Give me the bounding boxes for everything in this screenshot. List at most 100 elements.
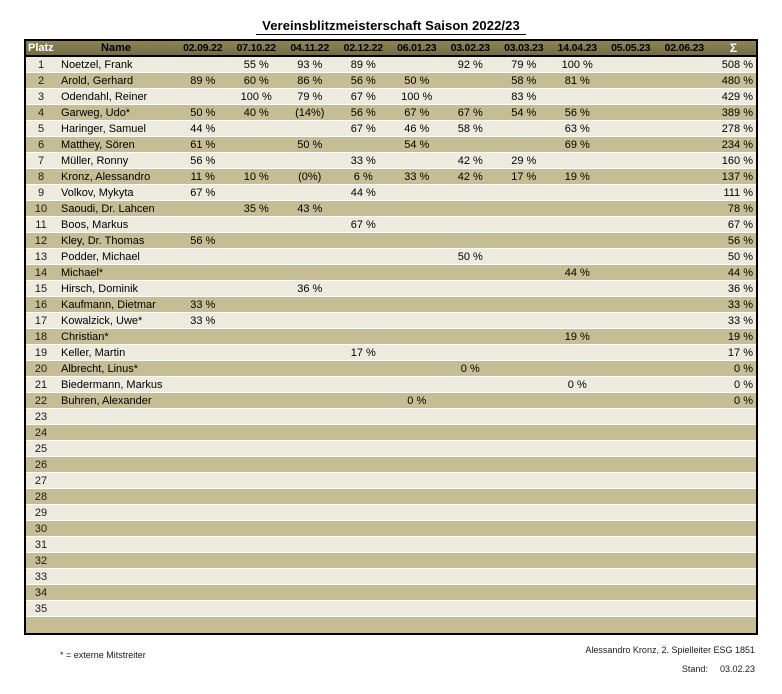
cell-result-6: 54 %	[511, 106, 537, 119]
cell-result-7: 69 %	[564, 138, 590, 151]
cell-platz: 18	[34, 330, 48, 343]
cell-result-4: 100 %	[401, 90, 433, 103]
cell-platz: 19	[34, 346, 48, 359]
cell-result-1: 35 %	[243, 202, 269, 215]
cell-name: Garweg, Udo*	[61, 106, 131, 119]
table-row: 29	[26, 505, 756, 521]
cell-platz: 15	[34, 282, 48, 295]
cell-result-2: 79 %	[297, 90, 323, 103]
table-row: 6 Matthey, Sören 61 % 50 % 54 % 69 % 234 %	[26, 137, 756, 153]
cell-name: Biedermann, Markus	[61, 378, 163, 391]
cell-platz: 23	[34, 410, 48, 423]
cell-sum: 44 %	[727, 266, 753, 279]
cell-result-1: 60 %	[243, 74, 269, 87]
column-header-platz: Platz	[28, 42, 54, 54]
cell-result-0: 44 %	[190, 122, 216, 135]
cell-result-0: 56 %	[190, 154, 216, 167]
cell-platz: 20	[34, 362, 48, 375]
stand-date: 03.02.23	[719, 664, 755, 674]
cell-name: Podder, Michael	[61, 250, 140, 263]
column-header-date-4: 06.01.23	[397, 42, 437, 54]
table-row: 21 Biedermann, Markus 0 % 0 %	[26, 377, 756, 393]
cell-result-5: 42 %	[457, 154, 483, 167]
cell-platz: 4	[37, 106, 45, 119]
cell-result-0: 11 %	[190, 170, 215, 183]
table-row: 2 Arold, Gerhard 89 % 60 % 86 % 56 % 50 % 58 % 8…	[26, 73, 756, 89]
cell-sum: 78 %	[727, 202, 753, 215]
cell-platz: 16	[34, 298, 48, 311]
table-row: 8 Kronz, Alessandro 11 % 10 % (0%) 6 % 33 % 42 …	[26, 169, 756, 185]
cell-result-0: 56 %	[190, 234, 216, 247]
stand-label: Stand:	[681, 664, 708, 674]
cell-sum: 67 %	[727, 218, 753, 231]
cell-result-0: 89 %	[190, 74, 216, 87]
cell-name: Kley, Dr. Thomas	[61, 234, 145, 247]
cell-platz: 12	[34, 234, 48, 247]
table-row: 22 Buhren, Alexander 0 % 0 %	[26, 393, 756, 409]
column-header-name: Name	[101, 42, 131, 54]
cell-platz: 34	[34, 586, 48, 599]
cell-result-2: (14%)	[295, 106, 325, 119]
cell-name: Keller, Martin	[61, 346, 126, 359]
cell-name: Noetzel, Frank	[61, 58, 133, 71]
cell-sum: 50 %	[727, 250, 753, 263]
table-row: 24	[26, 425, 756, 441]
table-header-row: Platz Name 02.09.22 07.10.22 04.11.22 02.12…	[26, 41, 756, 57]
cell-result-4: 50 %	[404, 74, 430, 87]
cell-result-7: 56 %	[564, 106, 590, 119]
cell-result-2: 93 %	[297, 58, 323, 71]
cell-sum: 19 %	[727, 330, 753, 343]
cell-result-0: 61 %	[190, 138, 216, 151]
table-row: 18 Christian* 19 % 19 %	[26, 329, 756, 345]
cell-result-5: 0 %	[460, 362, 480, 375]
cell-result-7: 81 %	[564, 74, 590, 87]
cell-result-3: 56 %	[350, 74, 376, 87]
cell-sum: 508 %	[721, 58, 753, 71]
table-row: 3 Odendahl, Reiner 100 % 79 % 67 % 100 % 83 % 4…	[26, 89, 756, 105]
cell-platz: 27	[34, 474, 48, 487]
table-row: 31	[26, 537, 756, 553]
cell-result-3: 33 %	[350, 154, 376, 167]
column-header-date-5: 03.02.23	[450, 42, 490, 54]
table-row: 13 Podder, Michael 50 % 50 %	[26, 249, 756, 265]
table-row: 7 Müller, Ronny 56 % 33 % 42 % 29 % 160 %	[26, 153, 756, 169]
cell-sum: 0 %	[734, 378, 753, 391]
cell-platz: 7	[37, 154, 45, 167]
table-row: 23	[26, 409, 756, 425]
table-row: 17 Kowalzick, Uwe* 33 % 33 %	[26, 313, 756, 329]
column-header-sum: Σ	[729, 41, 738, 55]
table-row: 9 Volkov, Mykyta 67 % 44 % 111 %	[26, 185, 756, 201]
cell-sum: 0 %	[734, 362, 753, 375]
cell-result-6: 29 %	[511, 154, 537, 167]
cell-sum: 33 %	[727, 298, 753, 311]
cell-result-7: 63 %	[564, 122, 590, 135]
table-row	[26, 617, 756, 633]
cell-result-4: 33 %	[404, 170, 430, 183]
stand-note: Stand: 03.02.23	[682, 664, 755, 674]
cell-result-7: 19 %	[564, 330, 590, 343]
cell-result-0: 67 %	[190, 186, 216, 199]
cell-result-0: 33 %	[190, 298, 216, 311]
cell-name: Haringer, Samuel	[61, 122, 146, 135]
cell-result-2: 86 %	[297, 74, 323, 87]
cell-result-5: 58 %	[457, 122, 483, 135]
table-row: 20 Albrecht, Linus* 0 % 0 %	[26, 361, 756, 377]
cell-sum: 278 %	[721, 122, 753, 135]
cell-result-3: 44 %	[350, 186, 376, 199]
cell-result-4: 46 %	[404, 122, 430, 135]
cell-result-5: 92 %	[457, 58, 483, 71]
column-header-date-6: 03.03.23	[504, 42, 544, 54]
cell-platz: 9	[37, 186, 45, 199]
cell-result-3: 67 %	[350, 90, 376, 103]
cell-result-3: 17 %	[350, 346, 376, 359]
cell-platz: 26	[34, 458, 48, 471]
cell-result-4: 0 %	[407, 394, 427, 407]
cell-sum: 111 %	[723, 186, 753, 199]
table-row: 26	[26, 457, 756, 473]
cell-platz: 5	[37, 122, 45, 135]
cell-platz: 28	[34, 490, 48, 503]
cell-name: Albrecht, Linus*	[61, 362, 139, 375]
cell-sum: 0 %	[734, 394, 753, 407]
table-row: 33	[26, 569, 756, 585]
